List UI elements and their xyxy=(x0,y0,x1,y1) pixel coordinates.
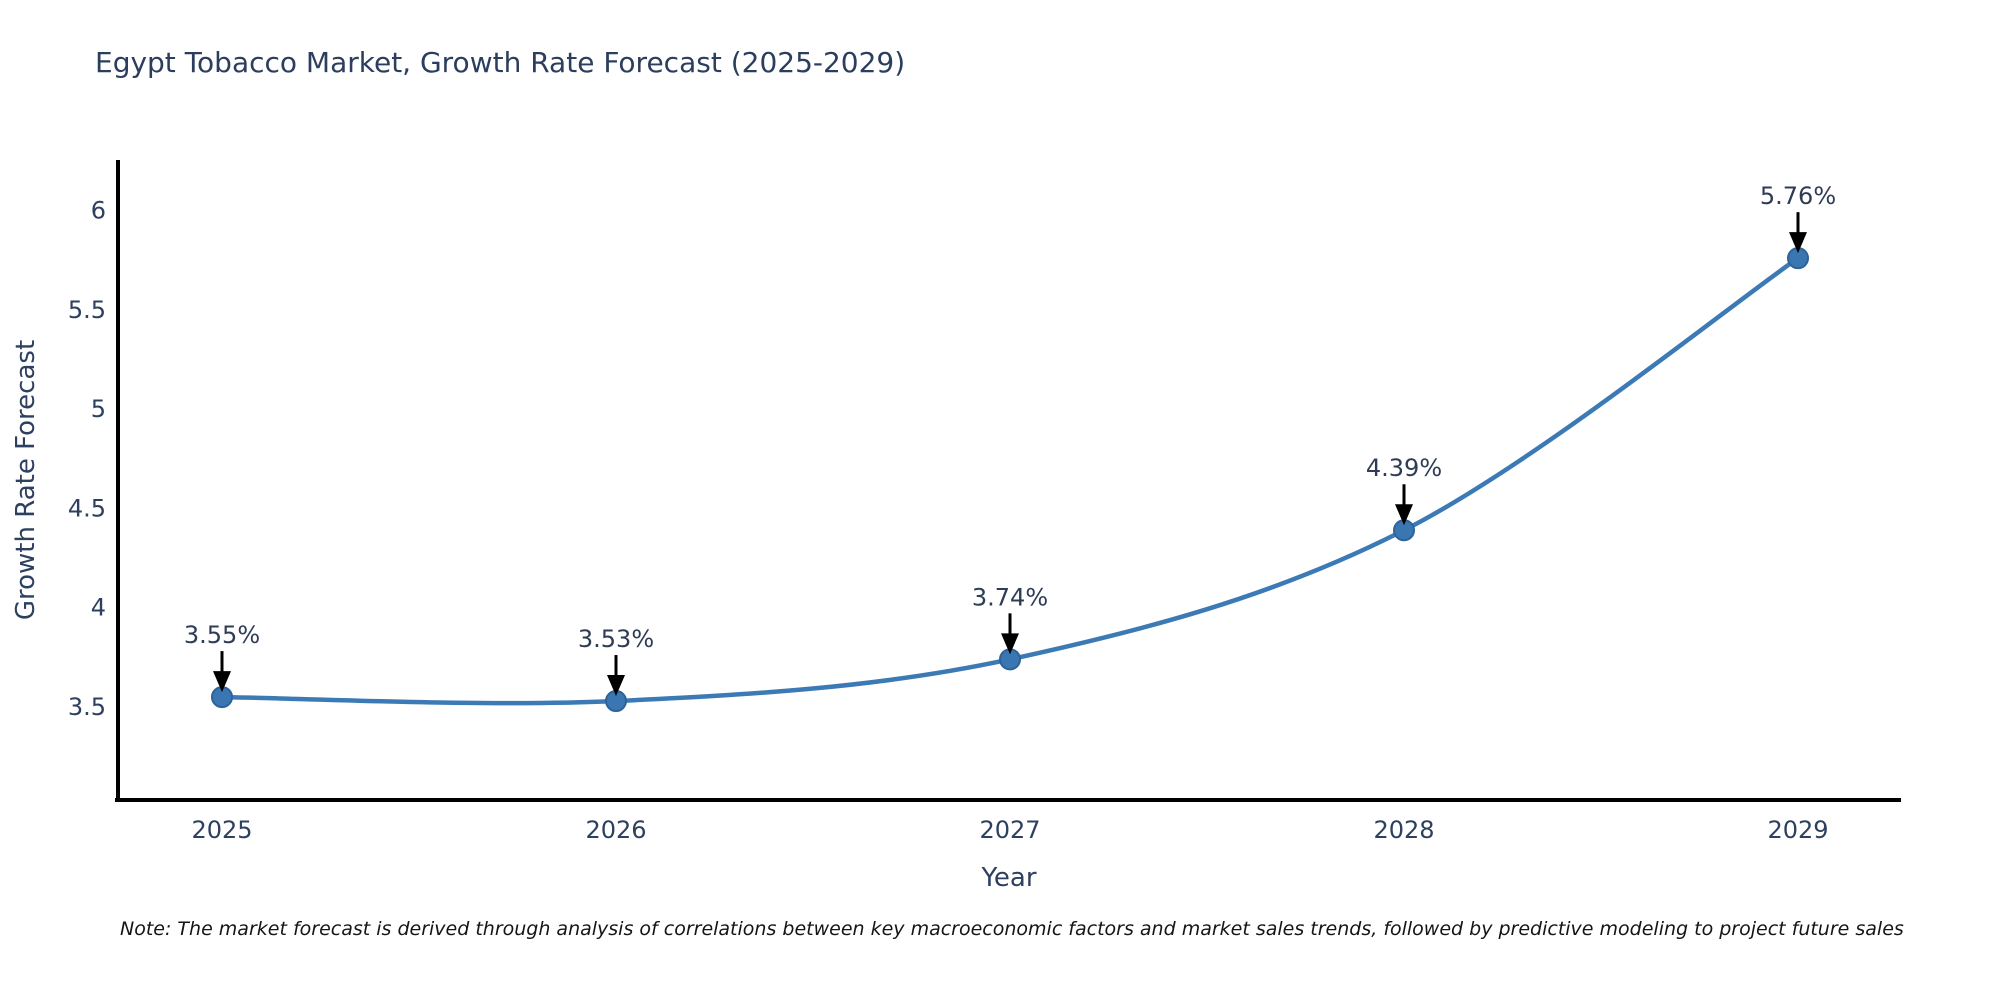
point-label-2026: 3.53% xyxy=(578,625,654,653)
annotation-arrow-head-2025 xyxy=(213,671,231,693)
point-label-2029: 5.76% xyxy=(1760,182,1836,210)
y-tick-label-4.5: 4.5 xyxy=(68,494,106,522)
x-tick-label-2028: 2028 xyxy=(1373,816,1434,844)
x-tick-label-2029: 2029 xyxy=(1767,816,1828,844)
y-axis-title: Growth Rate Forecast xyxy=(11,340,41,620)
y-tick-label-5.5: 5.5 xyxy=(68,296,106,324)
x-axis-title: Year xyxy=(980,863,1036,893)
x-tick-label-2025: 2025 xyxy=(191,816,252,844)
annotation-arrow-head-2029 xyxy=(1789,232,1807,254)
x-tick-label-2026: 2026 xyxy=(585,816,646,844)
y-tick-label-3.5: 3.5 xyxy=(68,693,106,721)
y-tick-label-5: 5 xyxy=(91,395,106,423)
point-label-2028: 4.39% xyxy=(1366,454,1442,482)
point-label-2025: 3.55% xyxy=(184,621,260,649)
point-label-2027: 3.74% xyxy=(972,583,1048,611)
chart-footnote: Note: The market forecast is derived thr… xyxy=(120,918,1904,940)
chart-title: Egypt Tobacco Market, Growth Rate Foreca… xyxy=(95,46,906,79)
y-tick-label-6: 6 xyxy=(91,197,106,225)
y-tick-label-4: 4 xyxy=(91,594,106,622)
annotation-arrow-head-2026 xyxy=(607,675,625,697)
annotation-arrow-head-2028 xyxy=(1395,504,1413,526)
annotation-arrow-head-2027 xyxy=(1001,633,1019,655)
x-tick-label-2027: 2027 xyxy=(979,816,1040,844)
